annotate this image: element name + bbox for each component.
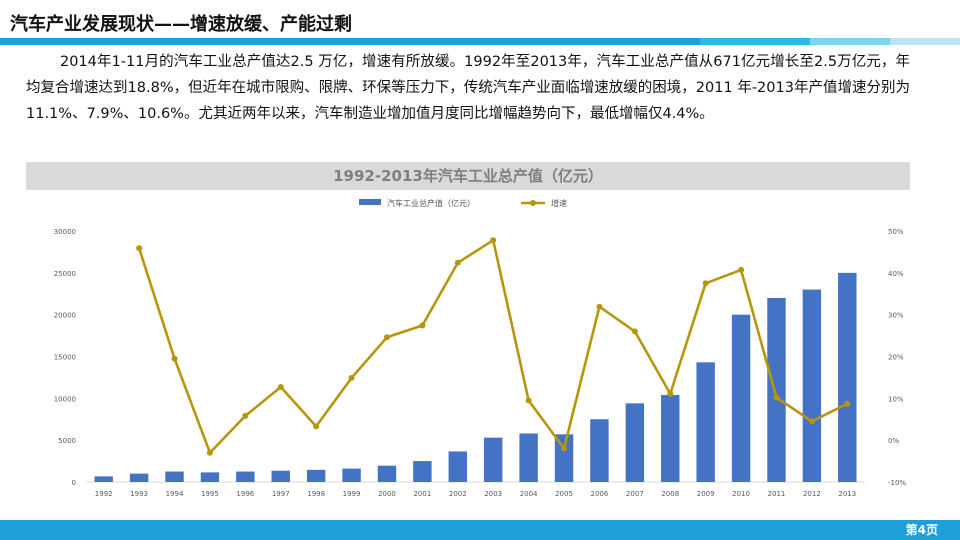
bar: [236, 471, 255, 482]
bar: [271, 470, 290, 482]
bar: [342, 468, 361, 482]
x-tick-label: 2005: [555, 490, 573, 498]
title-underline: [0, 38, 960, 45]
page-number: 第4页: [905, 523, 938, 537]
growth-point: [596, 303, 603, 310]
y-right-tick-label: 0%: [888, 437, 899, 445]
combo-chart: 0 5000 10000 15000 20000 25000 30000 -10% 0% 10% 2…: [54, 198, 907, 498]
x-tick-label: 2000: [378, 490, 396, 498]
growth-point: [242, 412, 249, 419]
bar: [129, 473, 149, 482]
bar: [165, 471, 184, 482]
bar: [802, 289, 822, 482]
bar: [200, 472, 220, 482]
growth-point: [808, 418, 815, 425]
title-underline-segment: [810, 38, 890, 45]
legend-bar-label: 汽车工业总产值（亿元）: [387, 198, 475, 208]
growth-point: [667, 390, 674, 397]
page-title: 汽车产业发展现状——增速放缓、产能过剩: [10, 14, 352, 35]
y-left-tick-label: 0: [72, 479, 76, 487]
x-tick-label: 1992: [95, 490, 113, 498]
growth-point: [277, 384, 284, 391]
bar: [554, 434, 574, 482]
y-left-tick-label: 10000: [54, 395, 76, 403]
y-left-tick-label: 30000: [54, 228, 76, 236]
x-tick-label: 2010: [732, 490, 750, 498]
y-right-tick-label: 30%: [888, 312, 904, 320]
x-tick-label: 1995: [201, 490, 219, 498]
footer-bar: [0, 520, 960, 540]
x-tick-label: 1994: [166, 490, 184, 498]
growth-point: [702, 280, 709, 287]
title-underline-segment: [0, 38, 700, 45]
x-tick-label: 2009: [697, 490, 715, 498]
y-left-tick-label: 15000: [54, 354, 76, 362]
y-right-tick-label: 40%: [888, 270, 904, 278]
x-tick-label: 2002: [449, 490, 467, 498]
bar: [94, 476, 113, 482]
bar: [625, 403, 645, 482]
x-tick-label: 1993: [130, 490, 148, 498]
y-left-tick-label: 20000: [54, 312, 76, 320]
growth-point: [206, 449, 213, 456]
legend-line-label: 增速: [551, 198, 567, 208]
y-right-tick-label: 50%: [888, 228, 904, 236]
growth-point: [136, 245, 143, 252]
growth-point: [525, 397, 532, 404]
title-underline-segment: [700, 38, 810, 45]
growth-point: [738, 266, 745, 273]
bar: [590, 419, 609, 482]
x-tick-label: 1998: [307, 490, 325, 498]
bar: [448, 451, 468, 482]
x-tick-label: 1999: [343, 490, 361, 498]
bar: [838, 272, 857, 482]
summary-paragraph: 2014年1-11月的汽车工业总产值达2.5 万亿，增速有所放缓。1992年至2…: [26, 54, 910, 122]
growth-point: [348, 374, 355, 381]
growth-point: [773, 394, 780, 401]
y-right-tick-label: 20%: [888, 354, 904, 362]
bar: [519, 433, 538, 482]
growth-point: [454, 259, 461, 266]
bar: [413, 461, 432, 482]
chart-title-bar: 1992-2013年汽车工业总产值（亿元）: [26, 162, 910, 190]
y-left-tick-label: 5000: [58, 437, 76, 445]
chart-title: 1992-2013年汽车工业总产值（亿元）: [333, 167, 603, 185]
x-tick-label: 2013: [838, 490, 856, 498]
x-tick-label: 2004: [520, 490, 538, 498]
y-right-tick-label: -10%: [888, 479, 906, 487]
bar: [483, 437, 503, 482]
legend-line-marker: [530, 200, 536, 206]
x-tick-label: 2011: [768, 490, 786, 498]
title-underline-segment: [890, 38, 960, 45]
y-right-tick-label: 10%: [888, 395, 904, 403]
growth-point: [844, 400, 851, 407]
x-tick-label: 2007: [626, 490, 644, 498]
bar: [306, 469, 326, 482]
bar: [661, 394, 680, 482]
x-tick-label: 1997: [272, 490, 290, 498]
y-left-tick-label: 25000: [54, 270, 76, 278]
growth-point: [313, 423, 320, 430]
growth-point: [419, 322, 426, 329]
chart-legend: 汽车工业总产值（亿元） 增速: [359, 198, 567, 208]
growth-point: [383, 334, 390, 341]
bar: [731, 314, 751, 482]
x-tick-label: 2003: [484, 490, 502, 498]
growth-point: [631, 328, 638, 335]
legend-bar-swatch: [359, 199, 381, 205]
x-tick-label: 2008: [661, 490, 679, 498]
bar: [767, 297, 786, 482]
x-tick-label: 1996: [236, 490, 254, 498]
x-tick-label: 2012: [803, 490, 821, 498]
growth-point: [561, 445, 568, 452]
growth-point: [490, 237, 497, 244]
bar: [377, 465, 397, 482]
x-tick-label: 2001: [413, 490, 431, 498]
bar: [696, 362, 715, 482]
x-tick-label: 2006: [591, 490, 609, 498]
growth-point: [171, 355, 178, 362]
